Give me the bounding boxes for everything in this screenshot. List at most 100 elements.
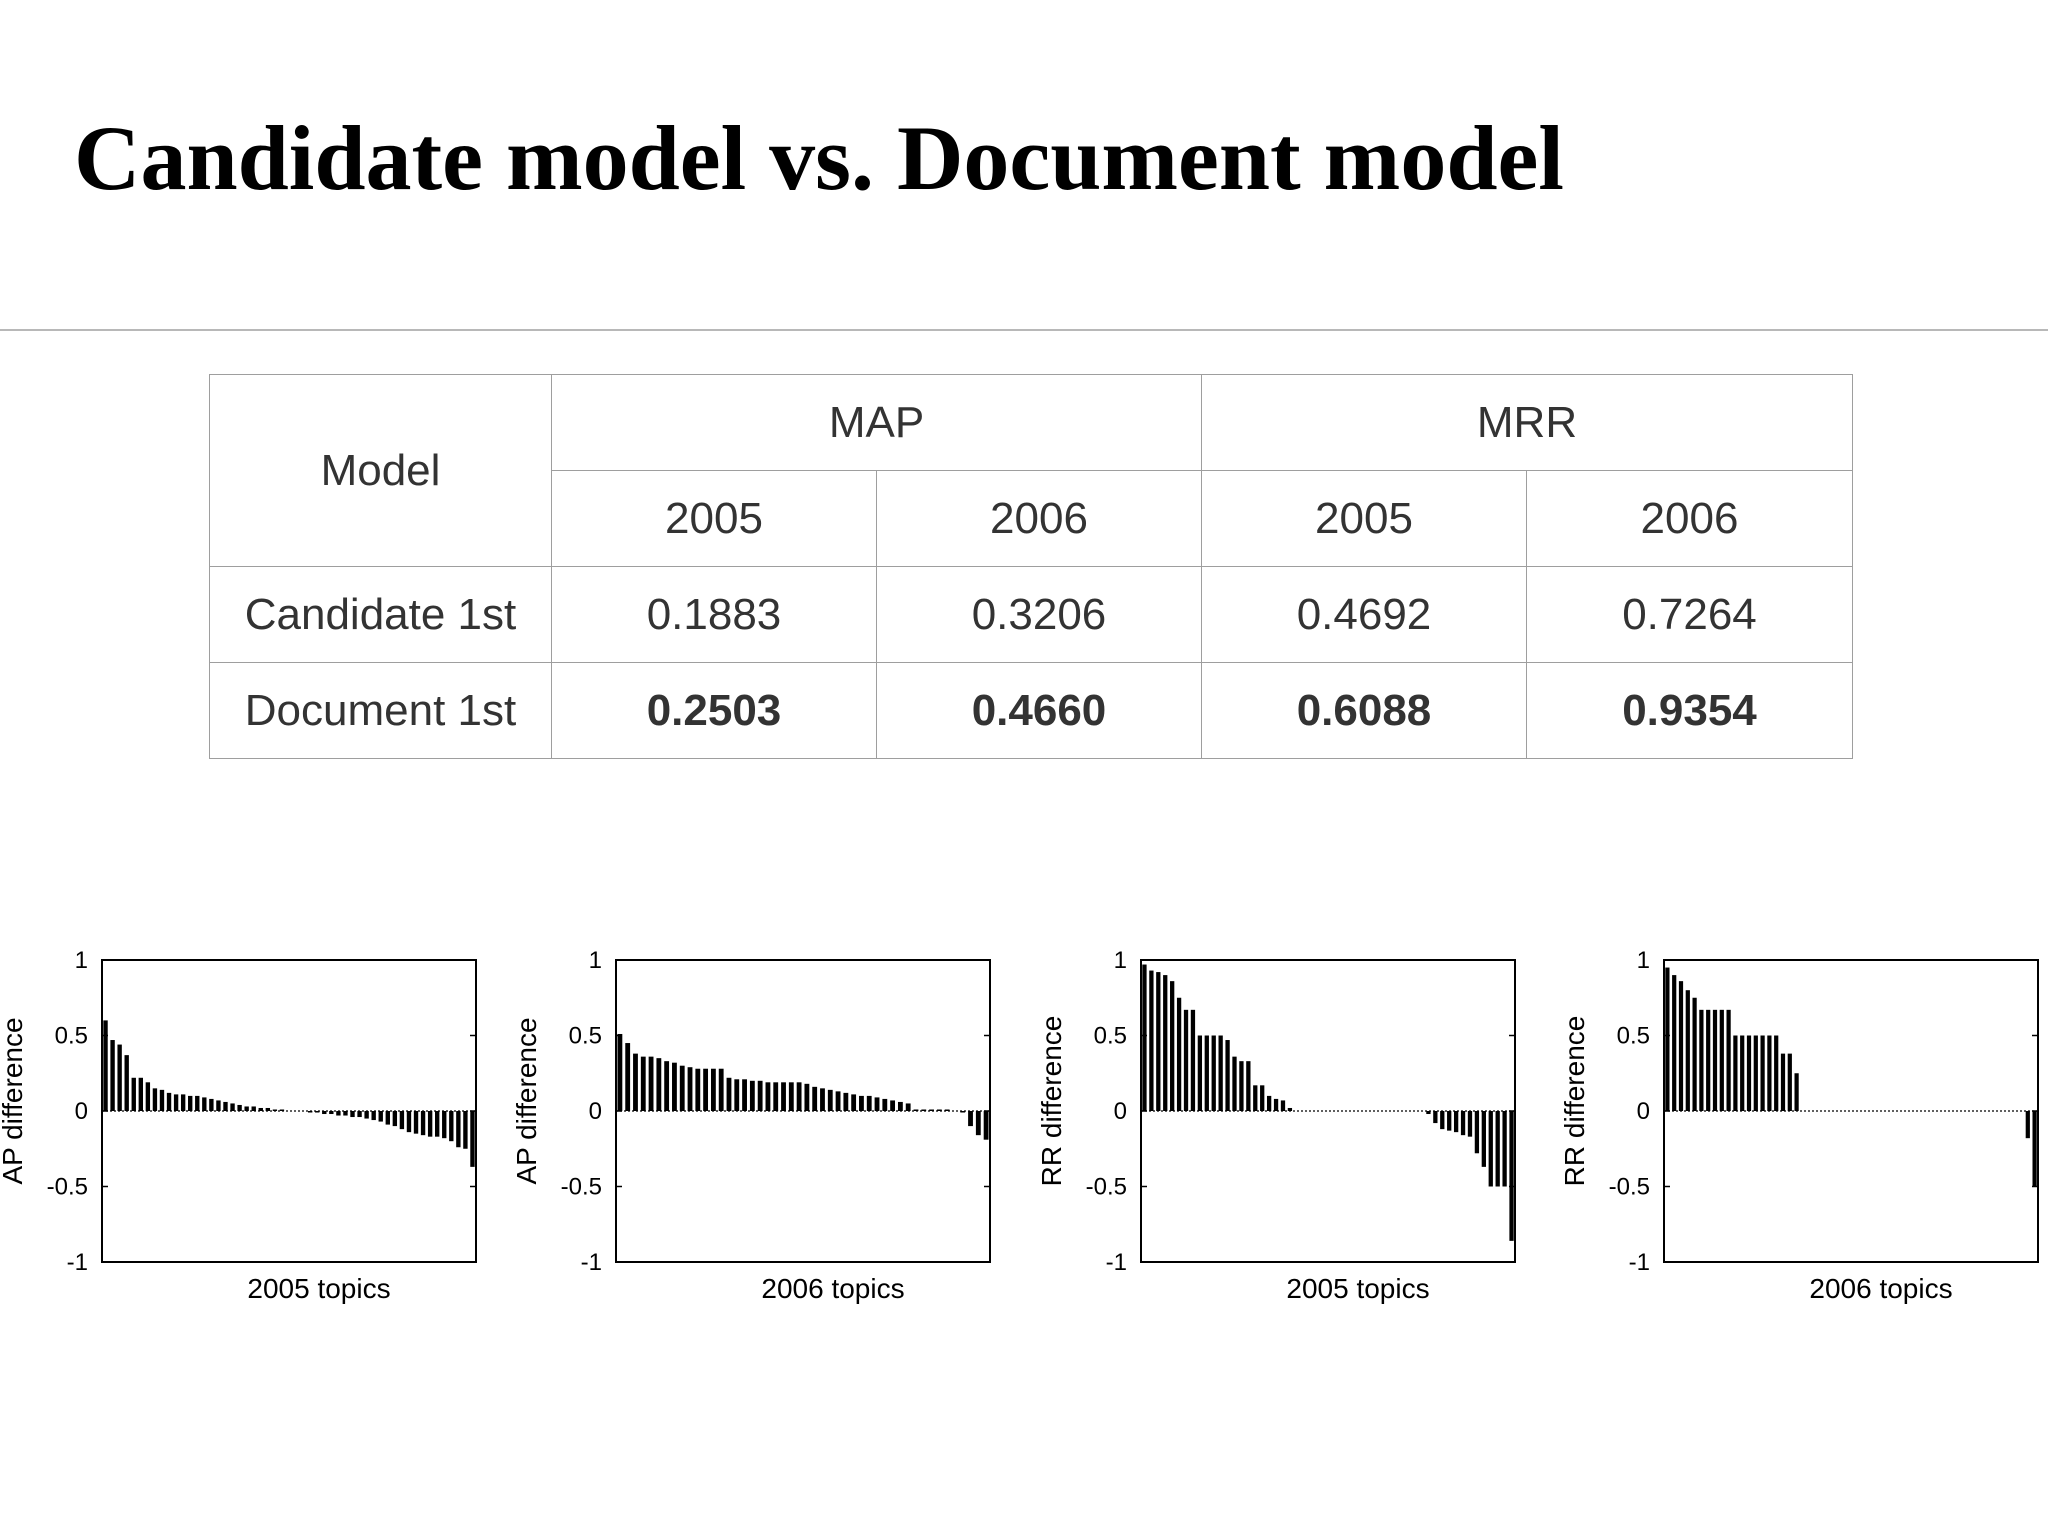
table-cell-best: 0.6088 (1201, 662, 1527, 759)
bar (640, 1056, 646, 1111)
bar (890, 1100, 896, 1111)
table-cell-best: 0.2503 (551, 662, 877, 759)
bar (1495, 1111, 1500, 1187)
bar (1149, 970, 1154, 1111)
y-tick-label: -0.5 (561, 1174, 602, 1201)
bar (633, 1053, 638, 1111)
bar (166, 1092, 172, 1111)
bar (1502, 1111, 1507, 1187)
bar (1774, 1035, 1779, 1111)
bar (1280, 1100, 1286, 1111)
bar (1719, 1009, 1724, 1111)
rr-diff-2005-chart: 1 0.5 0 -0.5 -1 2005 topics RR difference (1036, 947, 1516, 1304)
bar (1753, 1035, 1758, 1111)
bar (449, 1111, 454, 1142)
bar (1163, 975, 1168, 1111)
title-divider (0, 329, 2048, 331)
bar (1467, 1111, 1473, 1137)
difference-plots: 1 0.5 0 -0.5 -1 2005 topics AP difference 1 0.5… (0, 940, 2048, 1320)
bar (1474, 1111, 1480, 1154)
year-header: 2005 (551, 470, 877, 567)
bar (859, 1095, 864, 1111)
y-tick-label: -0.5 (1609, 1174, 1650, 1201)
bar (1481, 1111, 1486, 1167)
y-tick-label: 1 (1637, 947, 1650, 974)
bar (1433, 1111, 1438, 1124)
bar (742, 1079, 747, 1111)
bar (230, 1103, 235, 1111)
y-tick-label: -0.5 (1086, 1174, 1127, 1201)
bar (315, 1111, 320, 1113)
x-axis-label: 2006 topics (761, 1273, 904, 1304)
bar (1794, 1073, 1799, 1111)
bar (385, 1111, 390, 1125)
bar (272, 1109, 278, 1111)
bar (1239, 1061, 1244, 1111)
table-cell-best: 0.4660 (876, 662, 1202, 759)
table-cell: 0.1883 (551, 566, 877, 663)
ap-diff-2005-chart: 1 0.5 0 -0.5 -1 2005 topics AP difference (0, 947, 477, 1304)
y-tick-label: -1 (1629, 1249, 1650, 1276)
y-tick-label: 0.5 (1617, 1023, 1650, 1050)
bar (734, 1079, 740, 1111)
bar (251, 1106, 256, 1111)
bar (843, 1092, 849, 1111)
table-cell: 0.7264 (1526, 566, 1853, 663)
bar (371, 1111, 376, 1121)
y-tick-label: 0 (1114, 1098, 1127, 1125)
bar (726, 1077, 732, 1111)
bar (307, 1111, 313, 1113)
bar (788, 1082, 794, 1111)
bar (656, 1058, 662, 1111)
bar (1142, 964, 1147, 1111)
y-tick-label: -1 (67, 1249, 88, 1276)
bar (1197, 1035, 1203, 1111)
bar (209, 1098, 214, 1111)
bar (804, 1083, 810, 1111)
bar (679, 1065, 685, 1111)
bar (1780, 1053, 1786, 1111)
bar (364, 1111, 369, 1119)
bar (1692, 997, 1697, 1111)
bar (1685, 990, 1690, 1111)
bar (695, 1068, 701, 1111)
bar (897, 1101, 903, 1111)
bar (1273, 1098, 1279, 1111)
bar (1746, 1035, 1752, 1111)
y-tick-label: 1 (1114, 947, 1127, 974)
bar (463, 1111, 468, 1149)
bar (131, 1077, 136, 1111)
bar (820, 1088, 825, 1111)
bar (456, 1111, 461, 1148)
bar (1204, 1035, 1209, 1111)
bar (1253, 1085, 1258, 1111)
bar (188, 1095, 193, 1111)
bar (672, 1062, 677, 1111)
bar (1440, 1111, 1445, 1130)
bar (851, 1094, 857, 1111)
bar (343, 1111, 348, 1116)
y-tick-label: 0.5 (55, 1023, 88, 1050)
bar (1211, 1035, 1216, 1111)
bar (1232, 1056, 1237, 1111)
year-header: 2006 (1526, 470, 1853, 567)
bar (882, 1098, 888, 1111)
y-tick-label: 0 (589, 1098, 602, 1125)
bar (322, 1111, 327, 1115)
bar (117, 1044, 122, 1111)
bar (202, 1097, 207, 1111)
bar (929, 1109, 934, 1111)
bar (718, 1068, 724, 1111)
x-axis-label: 2005 topics (1286, 1273, 1429, 1304)
bar (812, 1086, 818, 1111)
bar (1665, 967, 1670, 1111)
y-axis-label: RR difference (1559, 1016, 1590, 1187)
bar (625, 1043, 631, 1111)
bar (279, 1109, 285, 1111)
bar (1225, 1040, 1230, 1111)
bar (470, 1111, 475, 1167)
y-axis-label: AP difference (0, 1017, 28, 1184)
bar (1678, 981, 1684, 1111)
bar (1509, 1111, 1514, 1241)
bar (1672, 975, 1677, 1111)
